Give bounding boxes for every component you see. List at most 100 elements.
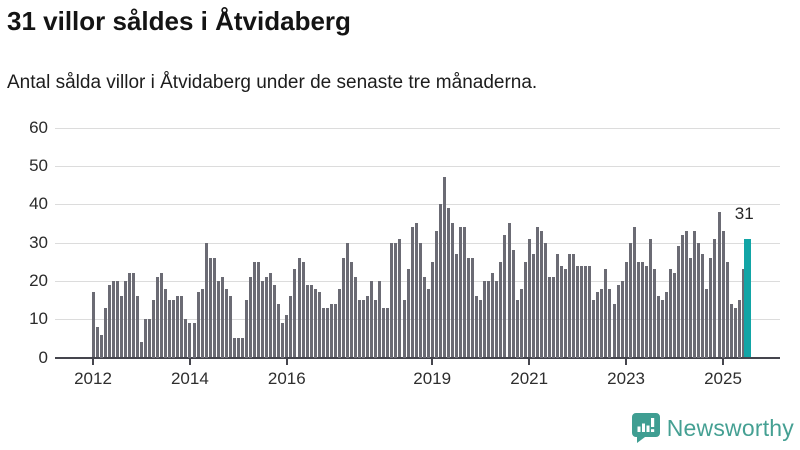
bar	[455, 254, 458, 358]
bar	[612, 303, 616, 358]
bar	[354, 277, 357, 358]
bar	[568, 254, 571, 358]
bar	[741, 269, 745, 358]
bar	[281, 323, 285, 358]
bar	[656, 296, 660, 358]
bar	[103, 307, 107, 358]
bar	[228, 296, 232, 358]
bar	[580, 265, 584, 358]
bar	[721, 231, 725, 358]
bar	[406, 269, 410, 358]
bar	[168, 300, 172, 358]
bar	[665, 292, 668, 358]
bar	[628, 242, 632, 358]
bar	[648, 238, 652, 358]
bar	[519, 288, 523, 358]
bar	[608, 288, 612, 358]
bar	[317, 292, 321, 358]
bar	[673, 273, 676, 358]
bar	[156, 277, 160, 358]
bar	[285, 315, 289, 358]
bar	[321, 307, 325, 358]
bar	[438, 204, 442, 358]
bar	[576, 265, 580, 358]
bar	[240, 338, 244, 358]
bar	[341, 257, 345, 358]
bar	[402, 300, 406, 358]
bar	[584, 265, 588, 358]
bar	[697, 242, 701, 358]
bar	[689, 257, 693, 358]
bar	[382, 307, 386, 358]
bar	[511, 250, 515, 358]
x-axis-tick-label: 2012	[74, 368, 112, 388]
bar	[551, 277, 555, 358]
bar	[269, 273, 273, 358]
page-title: 31 villor såldes i Åtvidaberg	[7, 6, 351, 36]
bar	[677, 246, 681, 358]
newsworthy-logo: Newsworthy	[631, 413, 794, 443]
bar	[604, 269, 608, 358]
bar	[471, 257, 475, 358]
bar	[709, 257, 713, 358]
x-axis-tick-label: 2023	[607, 368, 645, 388]
bar	[261, 280, 265, 358]
bar	[733, 307, 737, 358]
bar	[693, 231, 697, 358]
y-axis-tick-label: 50	[29, 155, 48, 175]
bar	[652, 269, 656, 358]
bar	[442, 177, 446, 358]
bar	[253, 261, 256, 358]
bar	[224, 288, 228, 358]
bar	[188, 323, 192, 358]
bar	[184, 319, 188, 358]
bar	[495, 280, 499, 358]
bar	[297, 257, 301, 358]
bar	[390, 242, 394, 358]
bar	[265, 277, 269, 358]
bar	[418, 242, 422, 358]
bar	[717, 211, 721, 358]
bar	[216, 280, 220, 358]
bar	[220, 277, 224, 358]
bar	[620, 280, 624, 358]
bar	[358, 300, 361, 358]
bar	[337, 288, 341, 358]
bar	[564, 269, 567, 358]
bar	[523, 261, 527, 358]
bar	[459, 227, 462, 358]
x-axis-line	[55, 356, 780, 359]
bar	[398, 238, 402, 358]
y-axis-tick-label: 60	[29, 117, 48, 137]
bar	[374, 300, 378, 358]
bar	[91, 292, 95, 358]
bar	[135, 296, 139, 358]
bar	[127, 273, 131, 358]
bar	[624, 261, 628, 358]
bar	[596, 292, 600, 358]
bar	[705, 288, 709, 358]
x-axis-tick	[722, 358, 724, 365]
bar	[289, 296, 293, 358]
bar	[592, 300, 596, 358]
bar	[660, 300, 664, 358]
bar	[535, 227, 539, 358]
bar	[669, 269, 672, 358]
bar	[394, 242, 398, 358]
bar	[640, 261, 644, 358]
bar	[737, 300, 741, 358]
bar	[539, 231, 543, 358]
bar	[479, 300, 483, 358]
x-axis-tick-label: 2025	[704, 368, 742, 388]
bar	[729, 303, 733, 358]
x-axis-tick	[285, 358, 288, 365]
newsworthy-icon	[631, 413, 660, 443]
bar	[200, 288, 204, 358]
bar	[140, 342, 143, 358]
bar	[249, 277, 252, 358]
bar	[491, 273, 495, 358]
x-axis-tick-label: 2019	[413, 368, 452, 388]
bar	[410, 227, 414, 358]
bar	[434, 231, 438, 358]
